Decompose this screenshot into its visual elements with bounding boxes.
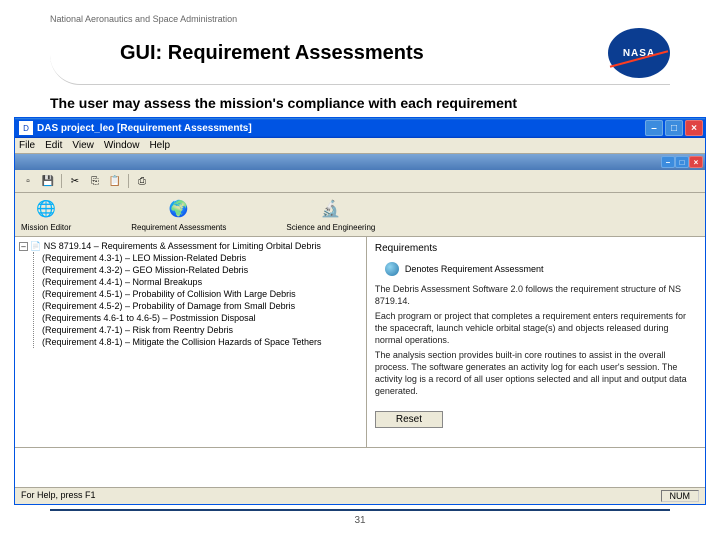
child-titlebar: – □ × [15,154,705,170]
tree-pane: – 📄 NS 8719.14 – Requirements & Assessme… [15,237,367,447]
slide-header: National Aeronautics and Space Administr… [0,0,720,85]
window-title: DAS project_leo [Requirement Assessments… [37,123,645,134]
tree-item[interactable]: (Requirement 4.3-1) – LEO Mission-Relate… [42,252,362,264]
tree-root-label: NS 8719.14 – Requirements & Assessment f… [44,241,321,251]
tree-item[interactable]: (Requirement 4.4-1) – Normal Breakups [42,276,362,288]
tree-item[interactable]: (Requirement 4.5-2) – Probability of Dam… [42,300,362,312]
tree-item[interactable]: (Requirement 4.7-1) – Risk from Reentry … [42,324,362,336]
status-help-text: For Help, press F1 [21,490,96,502]
legend-row: Denotes Requirement Assessment [385,262,697,276]
nasa-logo-text: NASA [623,48,655,59]
titlebar[interactable]: D DAS project_leo [Requirement Assessmen… [15,118,705,138]
slide-title: GUI: Requirement Assessments [120,42,424,65]
toolbar: ▫ 💾 ✂ ⎘ 📋 ⎙ [15,170,705,193]
child-maximize-button[interactable]: □ [675,156,689,168]
minimize-button[interactable]: – [645,120,663,136]
close-button[interactable]: × [685,120,703,136]
slide-footer: 31 [0,509,720,526]
module-label: Science and Engineering [286,223,375,232]
science-engineering-icon: 🔬 [317,197,345,221]
new-icon[interactable]: ▫ [19,172,37,190]
org-name: National Aeronautics and Space Administr… [50,14,670,24]
info-heading: Requirements [375,243,697,254]
info-text: The Debris Assessment Software 2.0 follo… [375,284,697,401]
menu-edit[interactable]: Edit [45,140,62,151]
menu-file[interactable]: File [19,140,35,151]
module-label: Requirement Assessments [131,223,226,232]
tree-item[interactable]: (Requirements 4.6-1 to 4.6-5) – Postmiss… [42,312,362,324]
tree-collapse-icon[interactable]: – [19,242,28,251]
page-number: 31 [354,515,365,526]
reset-row: Reset [375,411,697,428]
globe-icon [385,262,399,276]
info-paragraph: The analysis section provides built-in c… [375,350,697,397]
menu-view[interactable]: View [72,140,94,151]
menu-window[interactable]: Window [104,140,140,151]
module-requirement-assessments[interactable]: 🌍 Requirement Assessments [131,197,226,232]
tree-item[interactable]: (Requirement 4.8-1) – Mitigate the Colli… [42,336,362,348]
blank-area [15,447,705,487]
menubar: File Edit View Window Help [15,138,705,154]
tree-item[interactable]: (Requirement 4.5-1) – Probability of Col… [42,288,362,300]
app-icon: D [19,121,33,135]
toolbar-separator-2 [128,174,129,188]
module-bar: 🌐 Mission Editor 🌍 Requirement Assessmen… [15,193,705,237]
copy-icon[interactable]: ⎘ [86,172,104,190]
cut-icon[interactable]: ✂ [66,172,84,190]
mission-editor-icon: 🌐 [32,197,60,221]
info-pane: Requirements Denotes Requirement Assessm… [367,237,705,447]
module-mission-editor[interactable]: 🌐 Mission Editor [21,197,71,232]
statusbar: For Help, press F1 NUM [15,487,705,504]
menu-help[interactable]: Help [149,140,170,151]
slide-description: The user may assess the mission's compli… [50,95,680,111]
toolbar-separator [61,174,62,188]
status-numlock: NUM [661,490,700,502]
legend-text: Denotes Requirement Assessment [405,264,544,274]
content-area: – 📄 NS 8719.14 – Requirements & Assessme… [15,237,705,447]
maximize-button[interactable]: □ [665,120,683,136]
tree-root[interactable]: – 📄 NS 8719.14 – Requirements & Assessme… [19,241,362,252]
save-icon[interactable]: 💾 [39,172,57,190]
paste-icon[interactable]: 📋 [106,172,124,190]
window-controls: – □ × [645,120,703,136]
module-science-engineering[interactable]: 🔬 Science and Engineering [286,197,375,232]
info-paragraph: The Debris Assessment Software 2.0 follo… [375,284,697,307]
print-icon[interactable]: ⎙ [133,172,151,190]
header-row: GUI: Requirement Assessments NASA [50,28,670,85]
info-paragraph: Each program or project that completes a… [375,311,697,346]
child-minimize-button[interactable]: – [661,156,675,168]
footer-divider [50,509,670,511]
module-label: Mission Editor [21,223,71,232]
reset-button[interactable]: Reset [375,411,443,428]
app-window: D DAS project_leo [Requirement Assessmen… [14,117,706,505]
tree-children: (Requirement 4.3-1) – LEO Mission-Relate… [33,252,362,348]
child-close-button[interactable]: × [689,156,703,168]
tree-item[interactable]: (Requirement 4.3-2) – GEO Mission-Relate… [42,264,362,276]
nasa-logo: NASA [608,28,670,78]
requirement-assessments-icon: 🌍 [165,197,193,221]
